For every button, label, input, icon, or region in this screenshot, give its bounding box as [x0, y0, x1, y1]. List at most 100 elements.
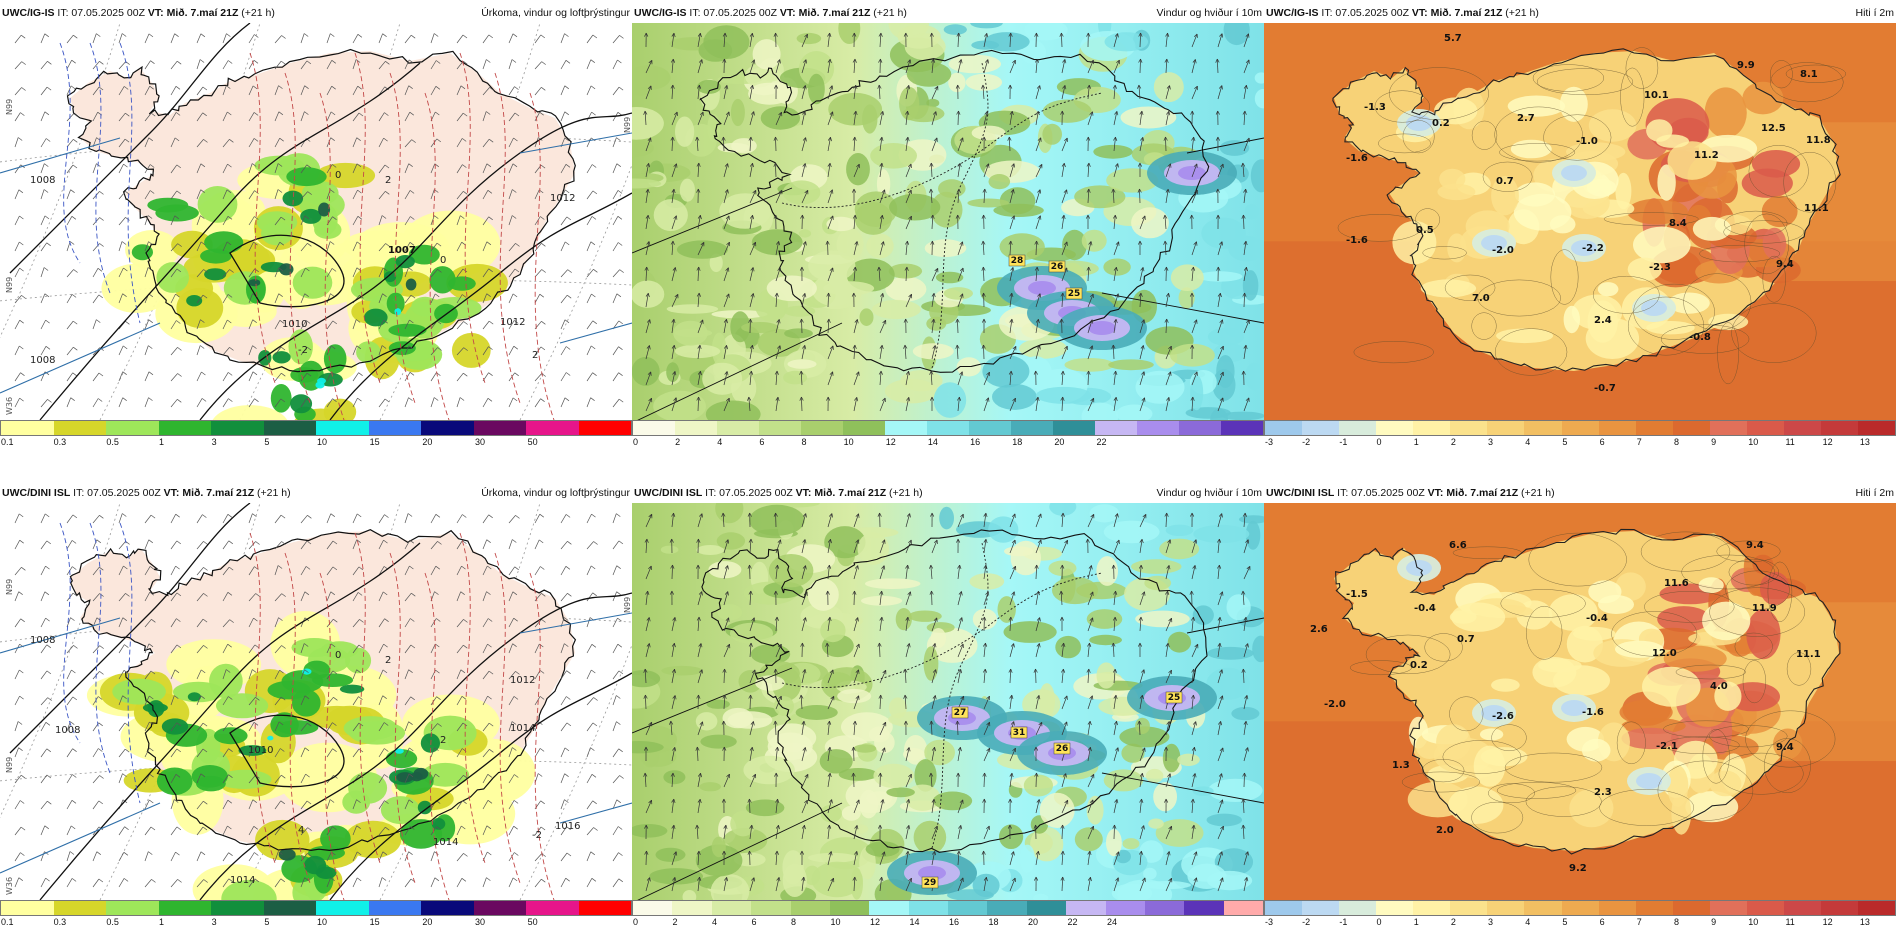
colorbar-tick: 4	[717, 437, 723, 447]
init-time: IT: 07.05.2025 00Z	[1321, 7, 1409, 19]
isobar-label: 1012	[550, 193, 575, 204]
colorbar	[632, 420, 1264, 436]
colorbar-tick: 0.5	[106, 917, 119, 927]
colorbar-swatch	[1487, 421, 1525, 435]
wind-speed-field	[632, 503, 1264, 900]
colorbar-swatch	[1487, 901, 1525, 915]
temperature-value: 11.6	[1664, 578, 1689, 589]
colorbar-swatch	[473, 421, 526, 435]
gust-label: 25	[1165, 691, 1183, 704]
colorbar-swatch	[526, 421, 579, 435]
valid-time-label: VT:	[163, 487, 180, 499]
colorbar-swatch	[158, 421, 211, 435]
colorbar-tick: 20	[422, 917, 433, 927]
colorbar-swatch	[633, 901, 673, 915]
map-temp: 5.7 -1.3 0.2 2.7 -1.0 10.1 9.9 8.1 -1.6 0.7 11.2 12…	[1264, 23, 1896, 420]
isobar-label: 1016	[555, 821, 580, 832]
temperature-value: 9.2	[1569, 863, 1587, 874]
wind-barbs	[14, 513, 624, 888]
valid-time-label: VT:	[1411, 7, 1428, 19]
colorbar-tick: 0.3	[53, 437, 67, 447]
colorbar-tick: 5	[264, 437, 270, 447]
colorbar-swatch	[1053, 421, 1095, 435]
colorbar-swatch	[675, 421, 717, 435]
colorbar-swatch	[1011, 421, 1053, 435]
colorbar-swatch	[1709, 421, 1747, 435]
panel-title: Úrkoma, vindur og loftþrýstingur	[481, 487, 630, 499]
colorbar-swatch	[1635, 901, 1673, 915]
colorbar-tick: 0	[633, 917, 639, 927]
colorbar-ticks: 0.1 0.3 0.5 1 3 5 10 15 20 30 50	[0, 437, 632, 451]
colorbar	[0, 420, 632, 436]
colorbar-tick: 15	[369, 917, 380, 927]
colorbar-tick: 24	[1107, 917, 1118, 927]
colorbar-tick: 50	[527, 437, 538, 447]
valid-time-label: VT:	[779, 7, 796, 19]
colorbar-swatch	[1376, 901, 1414, 915]
grid-label: N99	[5, 99, 14, 115]
valid-time: Mið. 7.maí 21Z	[814, 487, 887, 499]
map-panel-precip: UWC/DINI ISL IT: 07.05.2025 00Z VT: Mið.…	[0, 483, 632, 939]
grid-label: W36	[5, 877, 14, 895]
temperature-value: 10.1	[1644, 90, 1669, 101]
colorbar-swatch	[158, 901, 211, 915]
colorbar-swatch	[1524, 421, 1562, 435]
panel-header: UWC/IG-IS IT: 07.05.2025 00Z VT: Mið. 7.…	[632, 3, 1264, 23]
colorbar-tick: -3	[1265, 917, 1274, 927]
panel-title: Vindur og hviður í 10m	[1156, 7, 1262, 19]
colorbar-tick: 12	[870, 917, 881, 927]
model-source: UWC/DINI ISL	[634, 487, 703, 499]
gust-label: 26	[1053, 742, 1071, 755]
init-time: IT: 07.05.2025 00Z	[57, 7, 145, 19]
colorbar-tick: 16	[970, 437, 981, 447]
colorbar-swatch	[908, 901, 948, 915]
grid-label: N99	[623, 117, 632, 133]
temperature-value: 11.1	[1796, 649, 1821, 660]
colorbar-swatch	[53, 421, 106, 435]
colorbar-swatch	[1066, 901, 1106, 915]
temperature-value: 11.9	[1752, 603, 1777, 614]
lead-time: (+21 h)	[873, 7, 907, 19]
colorbar-tick: 0	[633, 437, 639, 447]
colorbar-tick: 20	[422, 437, 433, 447]
map-panel-wind: UWC/IG-IS IT: 07.05.2025 00Z VT: Mið. 7.…	[632, 3, 1264, 459]
colorbar-ticks: 0 2 4 6 8 10 12 14 16 18 20 22 24	[632, 917, 1264, 931]
temperature-field	[1337, 47, 1847, 385]
colorbar-tick: 3	[211, 917, 217, 927]
gust-label: 28	[1008, 254, 1026, 267]
svg-text:25: 25	[1168, 693, 1181, 703]
temperature-value: 4.0	[1710, 681, 1728, 692]
map-temp: 6.6 9.4 -1.5 -0.4 -0.4 11.6 11.9 2.6 0.7 12.0 11.1…	[1264, 503, 1896, 900]
temperature-value: -2.1	[1656, 741, 1678, 752]
temperature-value: -2.0	[1492, 245, 1514, 256]
temperature-value: -1.6	[1346, 235, 1368, 246]
colorbar-tick: 12	[1822, 917, 1833, 927]
wind-speed-field	[632, 23, 1264, 420]
isobar-label: 1008	[30, 635, 55, 646]
colorbar-swatch	[711, 901, 752, 915]
colorbar-swatch	[790, 901, 830, 915]
temperature-value: -0.8	[1689, 332, 1711, 343]
isotherm-label: 4	[298, 825, 304, 836]
panel-title: Úrkoma, vindur og loftþrýstingur	[481, 7, 630, 19]
colorbar-swatch	[1026, 901, 1067, 915]
colorbar-swatch	[829, 901, 870, 915]
temperature-value: 0.7	[1457, 634, 1475, 645]
colorbar-swatch	[1598, 421, 1636, 435]
temperature-field	[1349, 531, 1836, 835]
colorbar-swatch	[1783, 421, 1821, 435]
grid-label: N99	[5, 277, 14, 293]
map-precip: 1007 1010 1008 1008 1012 1012 0 2 -2 2 0 N99 N99 N99 W…	[0, 23, 632, 420]
colorbar-swatch	[1, 901, 54, 915]
colorbar-tick: 6	[751, 917, 757, 927]
colorbar-swatch	[969, 421, 1011, 435]
colorbar-tick: 13	[1859, 437, 1870, 447]
colorbar-tick: -1	[1339, 917, 1348, 927]
svg-text:25: 25	[1068, 289, 1081, 299]
isotherm-label: 2	[440, 735, 446, 746]
colorbar-tick: 2	[672, 917, 678, 927]
colorbar-swatch	[211, 421, 264, 435]
colorbar-swatch	[751, 901, 791, 915]
temperature-value: -1.6	[1346, 153, 1368, 164]
colorbar-swatch	[421, 421, 474, 435]
